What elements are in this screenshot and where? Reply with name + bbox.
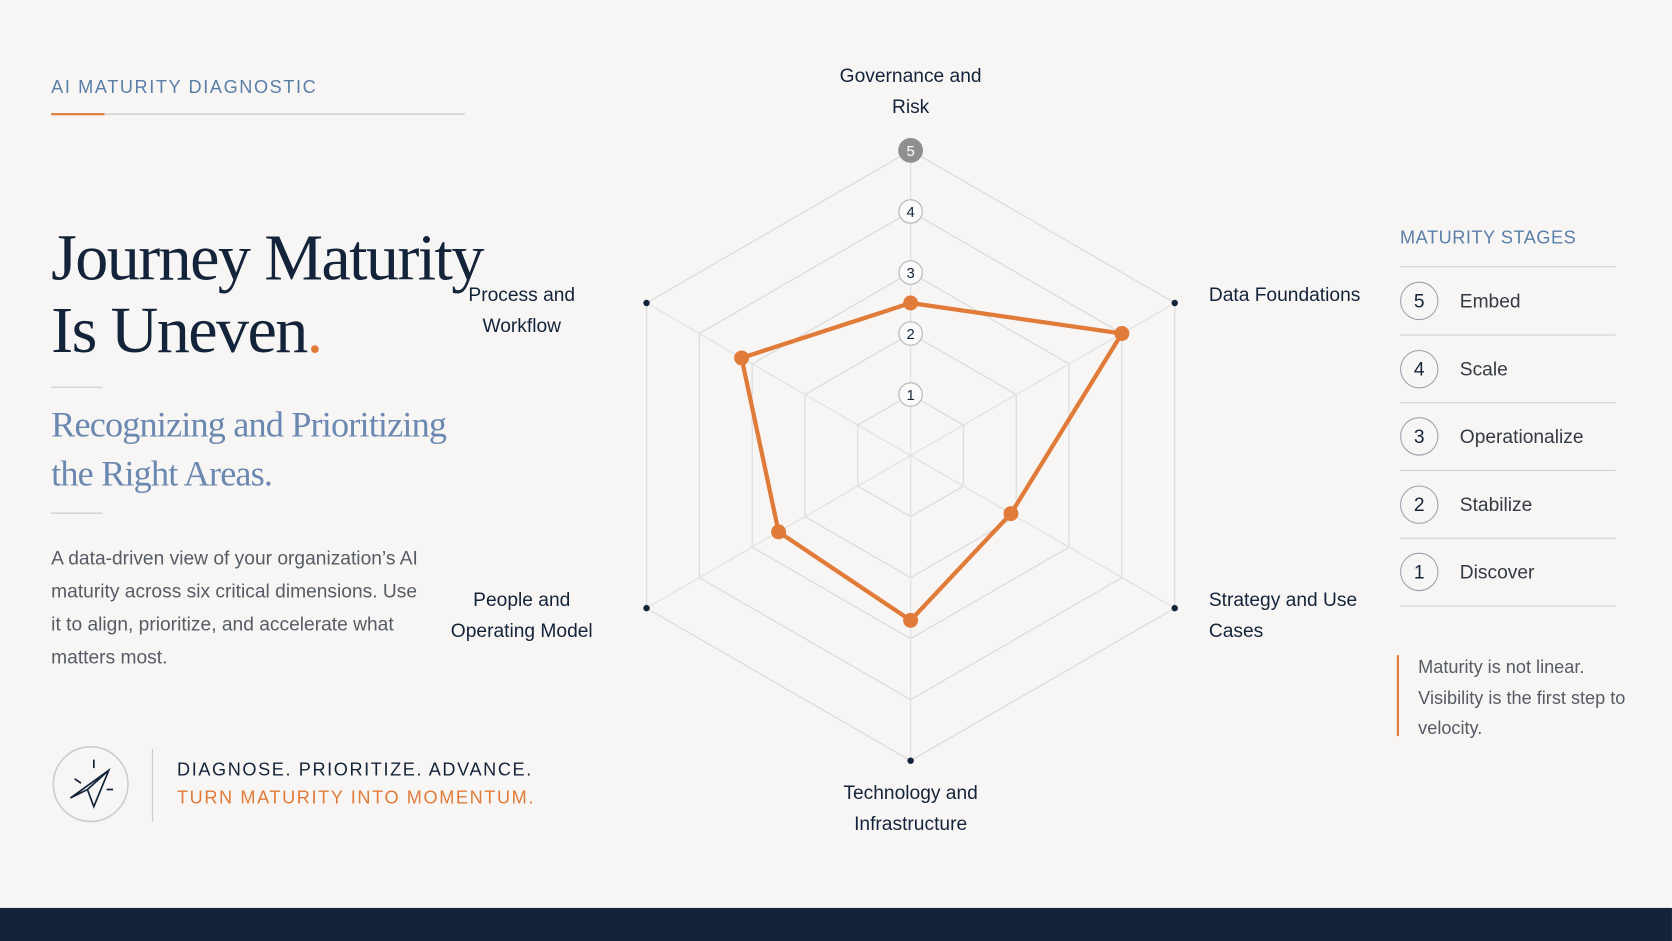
subtitle: Recognizing and Prioritizing the Right A… <box>51 405 447 494</box>
spoke <box>646 302 911 457</box>
axis-label: People and Operating Model <box>450 588 593 642</box>
tick-badge <box>898 321 923 346</box>
tick-badge <box>898 138 923 163</box>
radar-point <box>903 612 919 628</box>
stage-number: 5 <box>1400 281 1439 321</box>
footer-bar <box>0 907 1672 941</box>
stage-number: 2 <box>1400 484 1439 524</box>
axis-label: Governance and Risk <box>839 65 982 118</box>
spoke <box>910 302 1176 457</box>
stage-number: 3 <box>1400 417 1439 456</box>
r-tick-label: 1 <box>906 387 914 404</box>
tagline: DIAGNOSE. PRIORITIZE. ADVANCE. <box>177 759 533 780</box>
radar-point <box>771 524 787 540</box>
r-tick-label: 4 <box>906 204 914 221</box>
spoke <box>910 455 1176 609</box>
radar-point <box>1003 506 1019 522</box>
r-tick-label: 3 <box>906 265 914 282</box>
stage-name: Stabilize <box>1459 493 1533 515</box>
title: Journey Maturity Is Uneven. <box>51 222 510 367</box>
tick-badge <box>898 382 923 407</box>
stage-number: 1 <box>1400 552 1439 592</box>
axis-end <box>1171 604 1178 612</box>
radar-point <box>1114 326 1130 341</box>
kicker: AI MATURITY DIAGNOSTIC <box>51 76 318 98</box>
stage-name: Operationalize <box>1459 425 1584 448</box>
r-tick-label: 2 <box>906 326 914 343</box>
stage-name: Embed <box>1459 290 1521 312</box>
tick-badge <box>898 260 923 285</box>
axis-label: Technology and Infrastructure <box>843 782 978 835</box>
r-tick-label: 5 <box>906 143 914 160</box>
radar-line <box>739 300 1125 623</box>
stage-number: 4 <box>1400 349 1439 388</box>
stage-name: Scale <box>1459 357 1508 380</box>
axis-end <box>1171 299 1178 307</box>
radar-point <box>903 295 919 311</box>
title-text: Journey Maturity Is Uneven <box>51 221 484 368</box>
tagline: TURN MATURITY INTO MOMENTUM. <box>177 787 535 808</box>
axis-end <box>907 757 914 764</box>
icon <box>69 759 114 809</box>
axis-label: Strategy and Use Cases <box>1208 588 1358 642</box>
icon-ring <box>52 746 129 823</box>
stages-title: MATURITY STAGES <box>1400 227 1577 248</box>
axis-label: Data Foundations <box>1208 283 1361 306</box>
axis-label: Process and Workflow <box>468 283 576 337</box>
radar-point <box>734 350 750 366</box>
axis-end <box>643 604 650 612</box>
stage-name: Discover <box>1459 561 1535 583</box>
description: A data-driven view of your organization’… <box>51 547 418 668</box>
note: Maturity is not linear. Visibility is th… <box>1418 657 1626 739</box>
tick-badge <box>898 199 923 224</box>
title-mark: . <box>306 294 324 368</box>
axis-end <box>643 299 650 307</box>
